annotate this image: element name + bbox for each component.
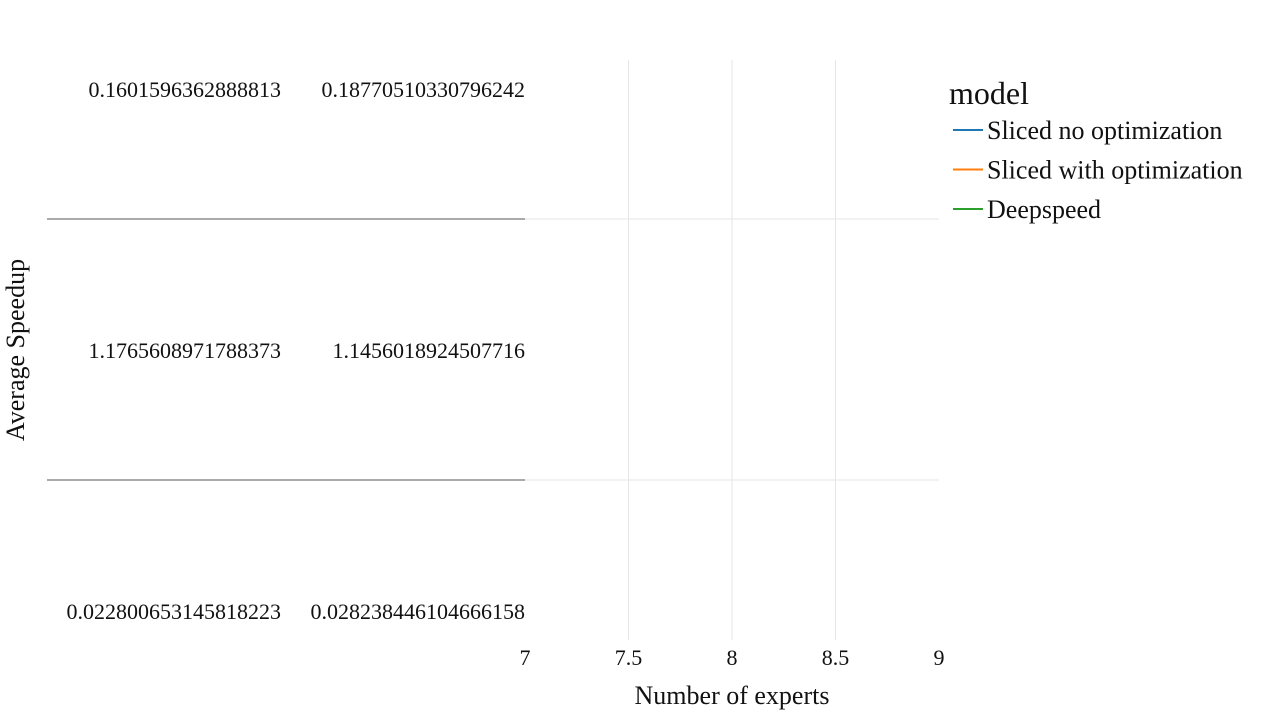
table-cell: 1.1765608971788373 — [89, 338, 282, 363]
legend-title: model — [949, 75, 1029, 111]
legend-label: Sliced with optimization — [987, 156, 1243, 185]
x-tick-label: 7.5 — [615, 645, 643, 670]
table-cell: 0.028238446104666158 — [311, 599, 526, 624]
legend: model Sliced no optimization Sliced with … — [949, 75, 1243, 224]
x-tick-label: 8.5 — [822, 645, 850, 670]
legend-label: Deepspeed — [987, 195, 1101, 224]
x-axis-ticks: 7 7.5 8 8.5 9 — [520, 645, 945, 670]
grid-lines — [47, 60, 939, 640]
x-tick-label: 9 — [934, 645, 945, 670]
table-cell: 1.1456018924507716 — [333, 338, 526, 363]
x-tick-label: 7 — [520, 645, 531, 670]
value-table: 0.1601596362888813 0.18770510330796242 1.1… — [67, 77, 526, 624]
x-axis-title: Number of experts — [635, 681, 830, 710]
table-cell: 0.18770510330796242 — [322, 77, 526, 102]
legend-label: Sliced no optimization — [987, 116, 1222, 145]
x-tick-label: 8 — [727, 645, 738, 670]
y-axis-title: Average Speedup — [1, 259, 30, 441]
table-cell: 0.022800653145818223 — [67, 599, 282, 624]
table-cell: 0.1601596362888813 — [89, 77, 282, 102]
